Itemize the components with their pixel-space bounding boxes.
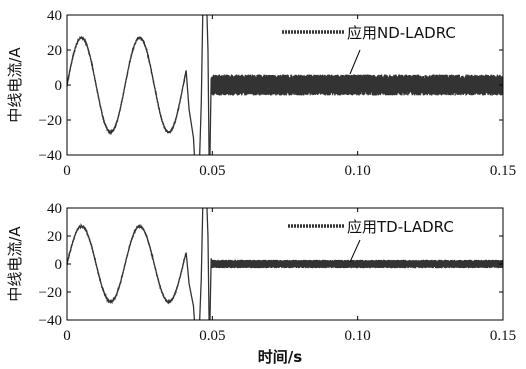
x-tick-label: 0 bbox=[63, 328, 71, 344]
x-axis-label: 时间/s bbox=[258, 348, 302, 366]
y-tick-label: 20 bbox=[47, 43, 62, 59]
y-tick-label: 40 bbox=[47, 8, 62, 24]
y-tick-label: 40 bbox=[47, 201, 62, 217]
legend-pointer bbox=[349, 49, 361, 75]
y-tick-label: 0 bbox=[55, 257, 63, 273]
y-tick-label: −40 bbox=[39, 148, 62, 164]
chart-bottom: 0 0.05 0.10 0.15 40 20 0 −20 −40 中线电流/A 时间/s 应用TD-L… bbox=[6, 201, 516, 366]
x-tick-label: 0.15 bbox=[490, 328, 516, 344]
y-tick-label: −20 bbox=[39, 285, 62, 301]
x-tick-label: 0.15 bbox=[490, 163, 516, 179]
series-line bbox=[67, 208, 503, 320]
y-axis-label: 中线电流/A bbox=[6, 226, 24, 302]
x-tick-label: 0.05 bbox=[199, 328, 225, 344]
x-tick-label: 0.05 bbox=[199, 163, 225, 179]
y-axis-label: 中线电流/A bbox=[6, 47, 24, 123]
series-line bbox=[67, 15, 503, 155]
x-tick-label: 0.10 bbox=[345, 328, 371, 344]
y-tick-label: 20 bbox=[47, 229, 62, 245]
y-tick-label: −20 bbox=[39, 113, 62, 129]
x-tick-label: 0 bbox=[63, 163, 71, 179]
y-tick-label: 0 bbox=[55, 78, 63, 94]
x-tick-label: 0.10 bbox=[345, 163, 371, 179]
chart-top: 0 0.05 0.10 0.15 40 20 0 −20 −40 中线电流/A 应用ND-LADRC bbox=[6, 8, 516, 179]
legend-label: 应用TD-LADRC bbox=[347, 218, 454, 236]
legend-pointer bbox=[349, 239, 361, 263]
y-tick-label: −40 bbox=[39, 313, 62, 329]
legend-label: 应用ND-LADRC bbox=[347, 24, 456, 42]
